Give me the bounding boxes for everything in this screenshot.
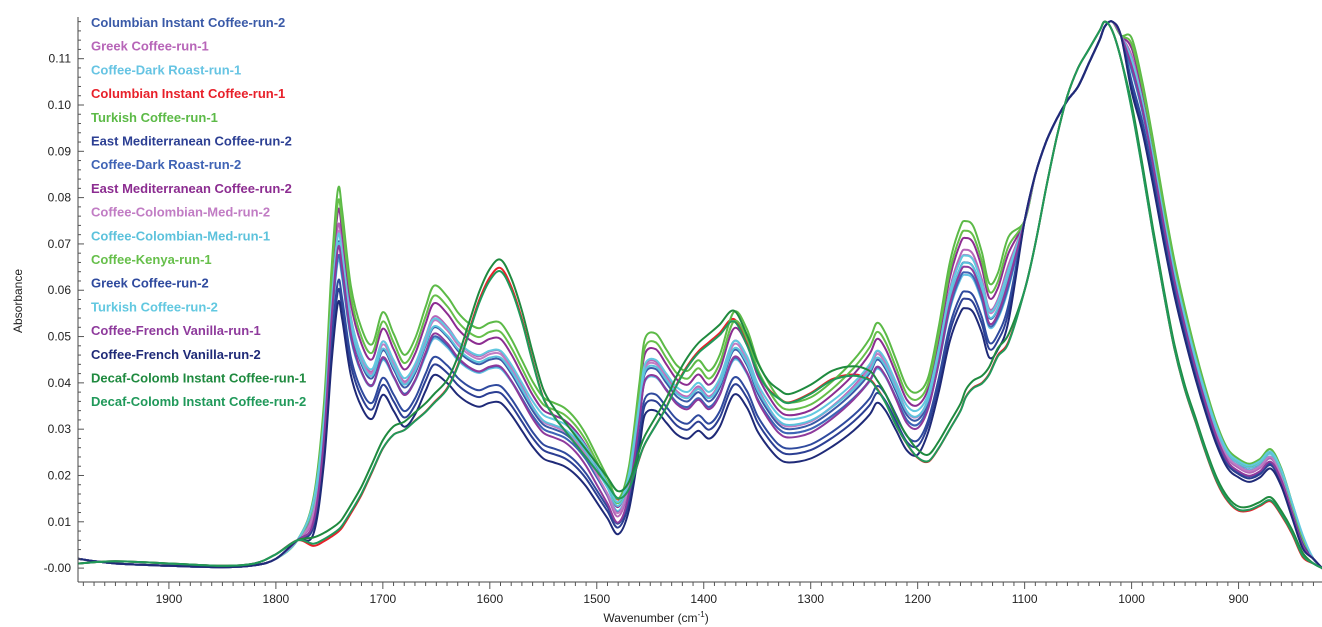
legend-entry: East Mediterranean Coffee-run-2 — [91, 181, 292, 196]
x-tick-label: 1700 — [369, 592, 396, 606]
legend-entry: Greek Coffee-run-1 — [91, 39, 209, 54]
x-tick-label: 1500 — [583, 592, 610, 606]
x-axis-title: Wavenumber (cm-1) — [603, 610, 708, 625]
legend-entry: Coffee-Dark Roast-run-2 — [91, 157, 241, 172]
y-tick-label: 0.07 — [48, 237, 72, 251]
series-line — [78, 20, 1322, 570]
legend-entry: East Mediterranean Coffee-run-2 — [91, 134, 292, 149]
legend-entry: Coffee-Kenya-run-1 — [91, 252, 212, 267]
legend-entry: Coffee-Dark Roast-run-1 — [91, 62, 241, 77]
y-axis: -0.00 0.01 0.02 0.03 0.04 0.05 0.06 0.07 0.08 0.0… — [44, 17, 84, 582]
x-axis: 1900 1800 1700 1600 1500 1400 1300 1200 1100 1000… — [78, 581, 1322, 606]
legend-entry: Decaf-Colomb Instant Coffee-run-2 — [91, 394, 306, 409]
series-line — [78, 20, 1322, 570]
y-tick-label: 0.06 — [48, 283, 72, 297]
x-axis-title-superscript: -1 — [698, 610, 706, 619]
legend-entry: Columbian Instant Coffee-run-2 — [91, 15, 285, 30]
legend-entry: Decaf-Colomb Instant Coffee-run-1 — [91, 371, 306, 386]
legend-entry: Greek Coffee-run-2 — [91, 276, 209, 291]
y-tick-label: 0.01 — [48, 515, 72, 529]
y-tick-label: -0.00 — [44, 561, 72, 575]
legend-entry: Turkish Coffee-run-1 — [91, 110, 218, 125]
legend: Columbian Instant Coffee-run-2 Greek Coff… — [91, 15, 306, 409]
series-line — [78, 20, 1322, 570]
y-tick-label: 0.03 — [48, 422, 72, 436]
y-tick-label: 0.05 — [48, 330, 72, 344]
x-tick-label: 1000 — [1118, 592, 1145, 606]
y-tick-label: 0.10 — [48, 98, 72, 112]
x-tick-label: 1200 — [904, 592, 931, 606]
y-tick-label: 0.11 — [49, 52, 72, 66]
legend-entry: Coffee-Colombian-Med-run-2 — [91, 205, 270, 220]
y-axis-title: Absorbance — [11, 269, 25, 333]
y-tick-label: 0.08 — [48, 191, 72, 205]
legend-entry: Columbian Instant Coffee-run-1 — [91, 86, 285, 101]
y-tick-label: 0.09 — [48, 144, 72, 158]
x-tick-label: 900 — [1229, 592, 1249, 606]
plot-series-lines — [78, 20, 1322, 570]
x-tick-label: 1800 — [263, 592, 290, 606]
x-tick-label: 1100 — [1012, 592, 1038, 606]
series-line — [78, 20, 1322, 570]
x-tick-label: 1400 — [690, 592, 717, 606]
x-tick-label: 1300 — [797, 592, 824, 606]
legend-entry: Coffee-French Vanilla-run-2 — [91, 347, 261, 362]
legend-entry: Turkish Coffee-run-2 — [91, 299, 218, 314]
x-axis-title-text: Wavenumber (cm — [603, 611, 697, 625]
y-tick-label: 0.02 — [48, 468, 72, 482]
x-tick-label: 1900 — [156, 592, 183, 606]
legend-entry: Coffee-Colombian-Med-run-1 — [91, 228, 270, 243]
series-line — [78, 20, 1322, 570]
x-tick-label: 1600 — [476, 592, 503, 606]
y-tick-label: 0.04 — [48, 376, 72, 390]
x-axis-title-end: ) — [705, 611, 709, 625]
legend-entry: Coffee-French Vanilla-run-1 — [91, 323, 261, 338]
